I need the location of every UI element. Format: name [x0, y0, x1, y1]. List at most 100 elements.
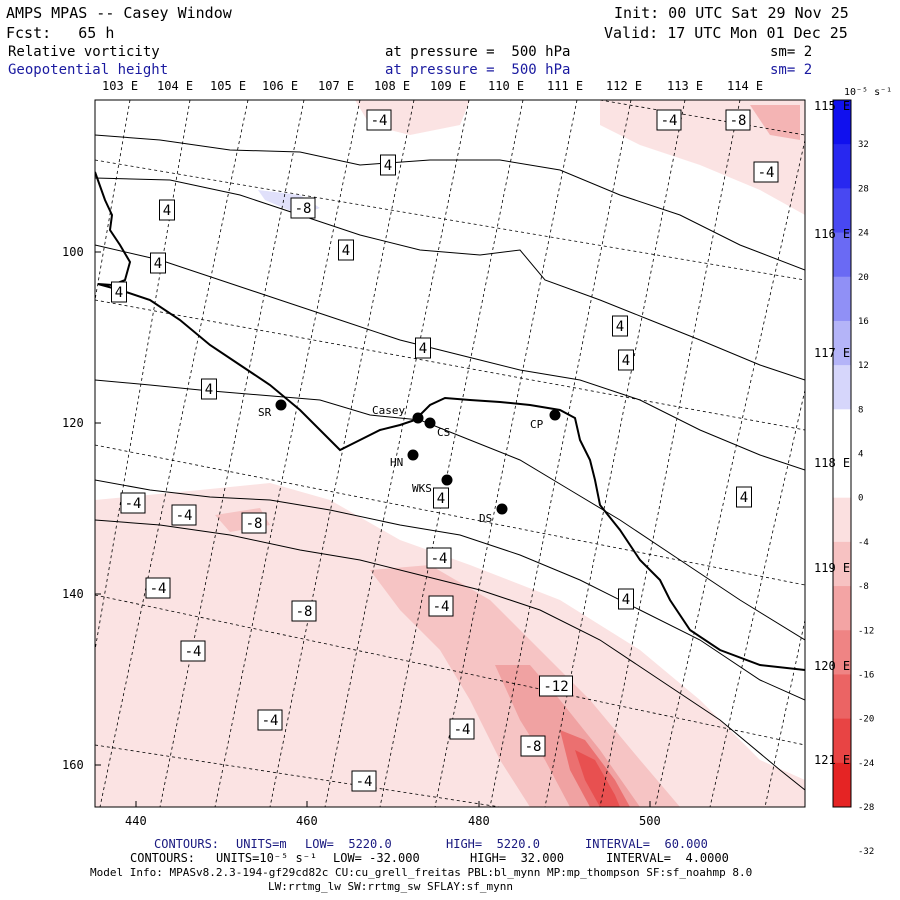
height-contour — [95, 479, 805, 701]
colorbar-swatch — [833, 100, 851, 145]
contours-m-units: UNITS=m — [236, 837, 287, 851]
svg-text:4: 4 — [154, 256, 162, 272]
height-contour — [95, 134, 805, 271]
station-dot — [441, 474, 453, 486]
svg-text:-4: -4 — [431, 551, 448, 567]
valid-time: Valid: 17 UTC Mon 01 Dec 25 — [604, 24, 848, 42]
contour-label: -12 — [539, 675, 573, 697]
meridian — [159, 100, 305, 807]
height-contour — [95, 177, 805, 381]
contour-label: 4 — [612, 315, 628, 337]
station-label: CP — [530, 418, 544, 431]
contour-label: -4 — [171, 504, 197, 526]
field1-pressure: at pressure = 500 hPa — [385, 44, 571, 60]
lon-label-top: 111 E — [547, 79, 584, 93]
svg-text:4: 4 — [437, 491, 445, 507]
height-contour — [95, 244, 805, 471]
colorbar-swatch — [833, 630, 851, 675]
colorbar-swatch — [833, 409, 851, 454]
lon-label-right: 118 E — [814, 456, 851, 470]
colorbar-label: 28 — [858, 184, 869, 194]
colorbar-label: 0 — [858, 494, 863, 504]
colorbar-swatch — [833, 365, 851, 410]
lon-label-top: 108 E — [374, 79, 411, 93]
neg-vort-patch-topright — [750, 105, 800, 140]
contours-vort-low: LOW= -32.000 — [333, 851, 420, 865]
field1-name: Relative vorticity — [8, 44, 160, 60]
station-label: SR — [258, 406, 272, 419]
colorbar-swatch — [833, 232, 851, 278]
colorbar-swatch — [833, 718, 851, 764]
contours-m-interval: INTERVAL= 60.000 — [585, 837, 708, 851]
colorbar-label: -20 — [858, 715, 874, 725]
contour-label: 4 — [380, 154, 396, 176]
y-tick-label: 120 — [62, 416, 84, 430]
svg-text:-8: -8 — [246, 516, 263, 532]
contour-label: -4 — [120, 492, 146, 514]
svg-text:-4: -4 — [262, 713, 279, 729]
contours-m-high: HIGH= 5220.0 — [446, 837, 540, 851]
colorbar-label: 24 — [858, 229, 869, 239]
y-tick-label: 140 — [62, 587, 84, 601]
contour-label: -8 — [725, 109, 751, 131]
x-tick-label: 440 — [125, 814, 147, 828]
lon-label-top: 106 E — [262, 79, 299, 93]
station-label: WKS — [412, 482, 432, 495]
parallel — [599, 100, 805, 136]
svg-text:4: 4 — [384, 158, 392, 174]
svg-text:-4: -4 — [433, 599, 450, 615]
colorbar-swatch — [833, 497, 851, 543]
contour-label: 4 — [618, 588, 634, 610]
x-tick-label: 480 — [468, 814, 490, 828]
height-contour — [95, 519, 805, 791]
lon-label-top: 105 E — [210, 79, 247, 93]
svg-text:-4: -4 — [176, 508, 193, 524]
colorbar-label: -12 — [858, 626, 874, 636]
svg-text:4: 4 — [622, 353, 630, 369]
colorbar-label: -28 — [858, 803, 874, 813]
svg-text:-4: -4 — [150, 581, 167, 597]
lon-label-right: 117 E — [814, 346, 851, 360]
field2-name: Geopotential height — [8, 62, 169, 78]
colorbar-label: -4 — [858, 538, 869, 548]
field1-sm: sm= 2 — [770, 44, 813, 60]
lon-label-top: 103 E — [102, 79, 139, 93]
station-markers: SR Casey CS HN CP WKS DS — [258, 399, 561, 525]
contours-m-low: LOW= 5220.0 — [305, 837, 392, 851]
contours-vort-high: HIGH= 32.000 — [470, 851, 564, 865]
contour-label: 4 — [159, 199, 175, 221]
colorbar: 32 28 24 20 16 12 8 4 0 -4 -8 -12 -16 -20 -24 -28 -32 — [832, 99, 874, 857]
colorbar-label: 16 — [858, 317, 869, 327]
contour-label: -4 — [656, 109, 682, 131]
contours-m-label: CONTOURS: — [154, 837, 220, 851]
meridian — [214, 100, 361, 807]
station-label: HN — [390, 456, 403, 469]
colorbar-swatch — [833, 453, 851, 499]
contour-label: -4 — [257, 709, 283, 731]
meridian — [489, 100, 632, 807]
contour-label: 4 — [150, 252, 166, 274]
svg-text:-8: -8 — [525, 739, 542, 755]
meridian — [764, 619, 805, 807]
parallel — [95, 159, 805, 281]
contour-label: -4 — [145, 577, 171, 599]
contour-label: -8 — [241, 512, 267, 534]
svg-text:-4: -4 — [356, 774, 373, 790]
svg-text:-4: -4 — [125, 496, 142, 512]
svg-text:-8: -8 — [296, 604, 313, 620]
station-label: CS — [437, 426, 450, 439]
contour-label: 4 — [736, 486, 752, 508]
neg-vort-region-upper-right — [600, 100, 805, 215]
parallel — [95, 444, 805, 586]
station-label: DS — [479, 512, 492, 525]
contour-label: -4 — [351, 770, 377, 792]
meridian — [324, 100, 470, 807]
colorbar-swatch — [833, 320, 851, 366]
contour-label: -4 — [428, 595, 454, 617]
neg-vort-core-minus20 — [575, 750, 620, 807]
x-tick-label: 460 — [296, 814, 318, 828]
contour-label: 4 — [415, 337, 431, 359]
parallel — [95, 594, 805, 746]
plot-frame — [94, 99, 806, 808]
station-dot — [496, 503, 508, 515]
